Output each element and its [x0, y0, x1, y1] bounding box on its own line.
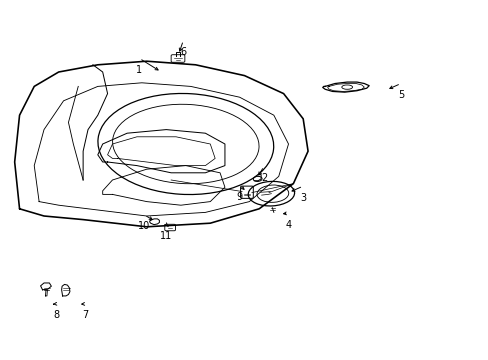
Text: 5: 5	[397, 90, 403, 100]
Text: 9: 9	[236, 192, 242, 202]
Text: 10: 10	[138, 221, 150, 231]
Text: 7: 7	[82, 310, 88, 320]
Text: 6: 6	[180, 47, 186, 57]
Text: 8: 8	[53, 310, 59, 320]
Text: 4: 4	[285, 220, 291, 230]
Text: 11: 11	[160, 231, 172, 241]
Text: 3: 3	[300, 193, 305, 203]
Text: 1: 1	[136, 65, 142, 75]
Text: 2: 2	[261, 173, 266, 183]
